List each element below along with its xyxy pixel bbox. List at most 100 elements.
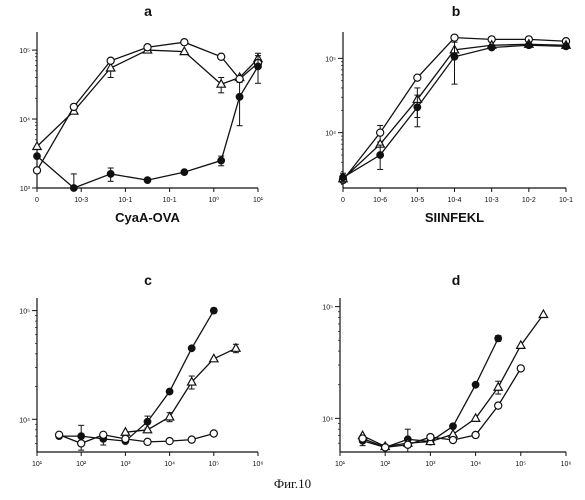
y-tick-label: 10⁵: [19, 48, 30, 55]
x-tick-label: 10¹: [335, 461, 346, 468]
data-point-filled-circle: [144, 177, 151, 184]
data-point-open-circle: [56, 431, 63, 438]
panel-letter-d: d: [452, 272, 461, 288]
data-point-open-circle: [122, 435, 129, 442]
data-point-open-circle: [210, 430, 217, 437]
data-point-open-circle: [181, 39, 188, 46]
y-tick-label: 10⁴: [19, 417, 30, 424]
data-point-filled-circle: [78, 433, 85, 440]
series-circle-filled: [34, 56, 262, 192]
x-tick-label: 10⁵: [208, 461, 219, 468]
data-point-open-circle: [70, 103, 77, 110]
series-line: [37, 66, 258, 188]
data-point-open-circle: [188, 436, 195, 443]
panel-b: b010-610-510-410-310-210-110⁴10⁵SIINFEKL: [325, 3, 573, 225]
panel-letter-a: a: [144, 3, 152, 19]
series-triangle-open: [358, 310, 547, 449]
series-triangle-open: [33, 46, 262, 150]
data-point-open-circle: [144, 438, 151, 445]
x-tick-label: 0: [35, 197, 39, 204]
series-triangle-open: [121, 344, 240, 435]
data-point-open-circle: [218, 53, 225, 60]
x-tick-label: 10-3: [485, 197, 499, 204]
y-tick-label: 10⁴: [19, 117, 30, 124]
series-circle-open: [33, 39, 261, 174]
panel-c: c 10¹ 10² 10³ 10⁴ 10⁵ 10⁶ 10⁴ 10⁵: [19, 272, 263, 468]
data-point-open-circle: [427, 433, 434, 440]
x-tick-label: 10²: [380, 461, 391, 468]
x-tick-label: 10-1: [559, 197, 573, 204]
data-point-filled-circle: [377, 152, 384, 159]
data-point-filled-circle: [34, 153, 41, 160]
data-point-filled-circle: [181, 169, 188, 176]
x-tick-label: 10²: [76, 461, 87, 468]
x-tick-label: 10⁰: [209, 196, 220, 204]
x-tick-label: 10³: [425, 461, 436, 468]
data-point-filled-circle: [525, 42, 532, 49]
series-line: [37, 50, 258, 146]
y-tick-label: 10⁵: [322, 305, 333, 312]
data-point-open-circle: [495, 402, 502, 409]
data-point-filled-circle: [495, 335, 502, 342]
data-point-open-circle: [449, 436, 456, 443]
data-point-filled-circle: [144, 418, 151, 425]
x-tick-label: 10⁶: [253, 461, 264, 468]
data-point-open-circle: [382, 444, 389, 451]
y-tick-label: 10⁵: [19, 309, 30, 316]
data-point-filled-circle: [472, 381, 479, 388]
x-tick-label: 10-3: [74, 197, 88, 204]
data-point-filled-circle: [451, 53, 458, 60]
x-tick-label: 10⁴: [470, 461, 481, 468]
data-point-filled-circle: [107, 171, 114, 178]
data-point-triangle: [143, 425, 151, 433]
data-point-open-circle: [144, 44, 151, 51]
y-tick-label: 10³: [20, 186, 31, 193]
data-point-open-circle: [517, 365, 524, 372]
figure-caption: Фиг.10: [0, 476, 585, 492]
y-tick-label: 10⁴: [322, 416, 333, 423]
data-point-triangle: [494, 383, 502, 391]
x-tick-label: 10-6: [373, 197, 387, 204]
x-tick-label: 10⁶: [561, 461, 572, 468]
x-tick-label: 10-4: [447, 197, 461, 204]
x-tick-label: 10-2: [522, 197, 536, 204]
data-point-filled-circle: [70, 185, 77, 192]
data-point-open-circle: [472, 431, 479, 438]
data-point-filled-circle: [166, 388, 173, 395]
series-line: [125, 348, 235, 432]
x-tick-label: 10-5: [410, 197, 424, 204]
data-point-open-circle: [451, 34, 458, 41]
x-tick-label: 10¹: [253, 197, 264, 204]
series-circle-filled: [340, 42, 570, 182]
data-point-filled-circle: [414, 104, 421, 111]
data-point-open-circle: [33, 167, 40, 174]
x-tick-label: 10³: [120, 461, 131, 468]
x-tick-label: 10⁴: [164, 461, 175, 468]
data-point-open-circle: [236, 75, 243, 82]
data-point-filled-circle: [188, 345, 195, 352]
y-tick-label: 10⁴: [325, 131, 336, 138]
data-point-open-circle: [107, 57, 114, 64]
data-point-filled-circle: [236, 93, 243, 100]
x-axis-title: SIINFEKL: [425, 210, 484, 225]
data-point-triangle: [165, 412, 173, 420]
y-tick-label: 10⁵: [325, 56, 336, 63]
data-point-triangle: [539, 310, 547, 318]
data-point-open-circle: [166, 437, 173, 444]
panel-letter-c: c: [144, 272, 152, 288]
data-point-filled-circle: [210, 307, 217, 314]
data-point-open-circle: [100, 431, 107, 438]
data-point-open-circle: [78, 440, 85, 447]
x-tick-label: 10¹: [32, 461, 43, 468]
data-point-open-circle: [404, 441, 411, 448]
data-point-filled-circle: [488, 44, 495, 51]
data-point-filled-circle: [255, 63, 262, 70]
x-tick-label: 10⁵: [515, 461, 526, 468]
data-point-filled-circle: [340, 174, 347, 181]
x-tick-label: 10-1: [163, 197, 177, 204]
x-tick-label: 0: [341, 197, 345, 204]
data-point-open-circle: [359, 435, 366, 442]
data-point-open-circle: [414, 74, 421, 81]
data-point-filled-circle: [218, 157, 225, 164]
